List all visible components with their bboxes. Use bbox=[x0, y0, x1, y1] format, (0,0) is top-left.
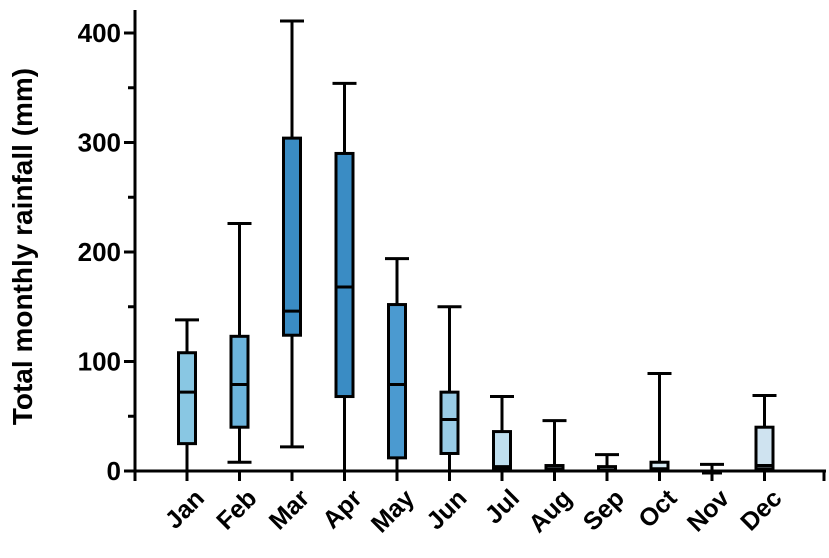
x-tick-label: Nov bbox=[682, 484, 735, 537]
x-tick-label: Dec bbox=[735, 484, 787, 536]
box-mar bbox=[280, 19, 304, 449]
box-iqr bbox=[229, 334, 250, 429]
y-axis-title: Total monthly rainfall (mm) bbox=[7, 68, 38, 425]
box-apr bbox=[332, 81, 357, 473]
x-tick-label: Oct bbox=[633, 484, 683, 534]
x-tick-label: Jan bbox=[160, 484, 210, 534]
x-tick-label: Jul bbox=[480, 484, 525, 529]
y-tick-label: 400 bbox=[78, 18, 121, 48]
box-oct bbox=[647, 372, 672, 473]
box-sep bbox=[595, 453, 619, 473]
box-jan bbox=[175, 318, 199, 473]
x-tick-label: Aug bbox=[523, 484, 577, 538]
box-dec bbox=[752, 393, 777, 473]
box-feb bbox=[227, 222, 252, 464]
box-iqr bbox=[387, 303, 407, 460]
boxes-layer bbox=[175, 19, 777, 475]
y-tick-label: 0 bbox=[107, 456, 121, 486]
x-tick-label: Apr bbox=[317, 484, 367, 534]
box-may bbox=[385, 257, 409, 473]
box-iqr bbox=[439, 390, 460, 455]
y-tick-label: 200 bbox=[78, 237, 121, 267]
box-iqr bbox=[334, 151, 355, 399]
box-iqr bbox=[754, 425, 775, 471]
x-tick-label: Feb bbox=[211, 484, 262, 535]
y-ticks-layer: 0 100 200 300 400 bbox=[78, 18, 135, 486]
box-aug bbox=[542, 419, 567, 473]
box-iqr bbox=[177, 351, 197, 446]
x-tick-label: Sep bbox=[578, 484, 630, 536]
x-tick-label: May bbox=[366, 484, 420, 538]
box-jun bbox=[437, 305, 462, 473]
box-iqr bbox=[282, 136, 302, 337]
y-tick-label: 300 bbox=[78, 128, 121, 158]
x-tick-label: Mar bbox=[264, 484, 315, 535]
y-tick-label: 100 bbox=[78, 347, 121, 377]
x-tick-label: Jun bbox=[421, 484, 472, 535]
box-jul bbox=[490, 395, 514, 473]
box-iqr bbox=[492, 430, 512, 471]
